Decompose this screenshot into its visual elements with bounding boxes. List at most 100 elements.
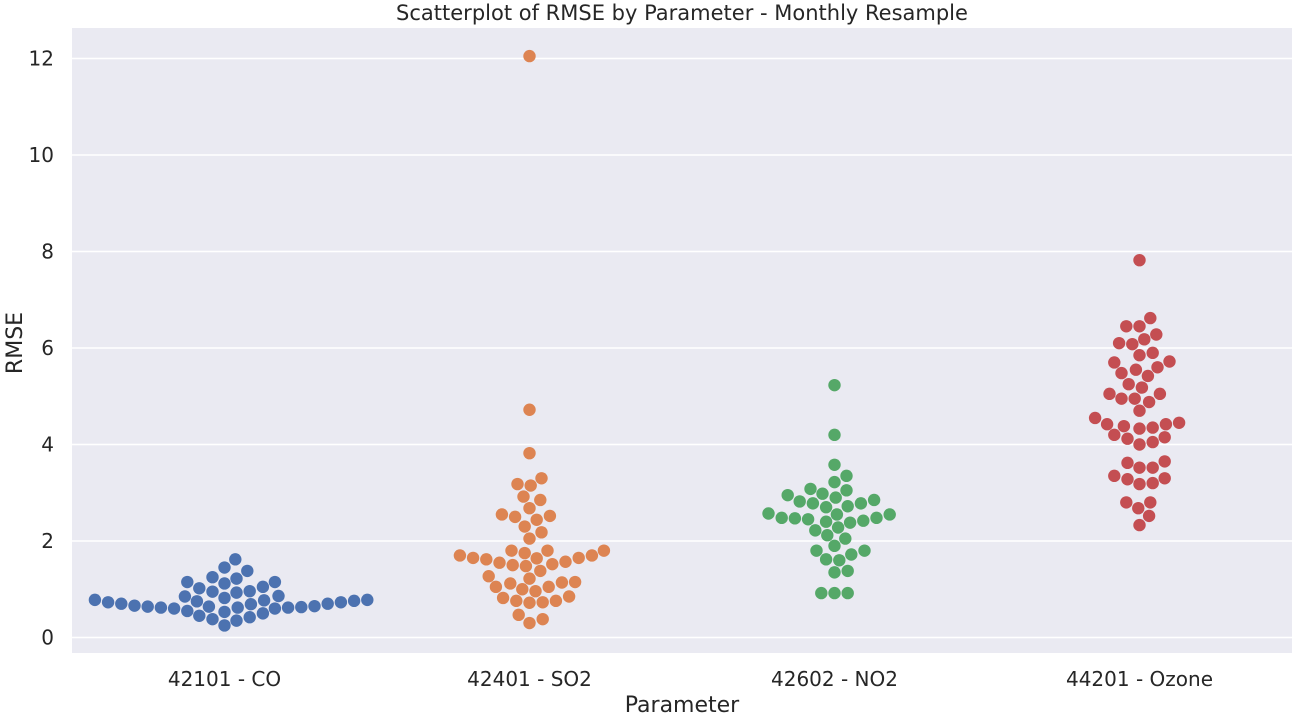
data-point <box>518 546 531 560</box>
data-point <box>1144 496 1157 509</box>
data-point <box>1121 432 1134 445</box>
data-point <box>308 599 321 613</box>
data-point <box>218 619 231 632</box>
data-point <box>141 600 154 613</box>
data-point <box>523 403 536 416</box>
data-point <box>1115 366 1128 380</box>
data-point <box>321 597 334 610</box>
data-point <box>493 556 506 569</box>
data-point <box>523 616 536 630</box>
data-point <box>1159 418 1173 431</box>
data-point <box>1151 361 1164 374</box>
data-point <box>496 591 510 605</box>
data-point <box>1115 392 1128 405</box>
data-point <box>218 605 231 619</box>
data-point <box>88 593 102 607</box>
data-point <box>1158 455 1171 468</box>
data-point <box>506 558 519 572</box>
data-point <box>1120 320 1133 333</box>
data-point <box>218 561 231 574</box>
data-point <box>1133 404 1146 417</box>
data-point <box>568 575 582 589</box>
data-point <box>828 539 841 553</box>
data-point <box>1108 428 1121 442</box>
data-point <box>1142 395 1156 409</box>
x-tick-label: 44201 - Ozone <box>1066 667 1213 691</box>
data-point <box>843 516 857 529</box>
data-point <box>230 614 243 627</box>
data-point <box>178 590 192 603</box>
data-point <box>839 532 852 545</box>
data-point <box>841 500 854 513</box>
data-point <box>206 585 219 598</box>
data-points <box>88 49 1186 632</box>
y-tick-label: 0 <box>41 626 54 650</box>
data-point <box>804 482 817 496</box>
data-point <box>504 577 517 590</box>
data-point <box>241 564 254 578</box>
data-point <box>854 497 868 510</box>
data-point <box>193 609 206 622</box>
data-point <box>1142 509 1156 523</box>
data-point <box>572 551 585 565</box>
data-point <box>585 549 599 562</box>
data-point <box>831 521 845 534</box>
data-point <box>115 597 128 610</box>
data-point <box>775 511 788 525</box>
data-point <box>1128 392 1141 405</box>
data-point <box>1153 387 1167 401</box>
y-axis-label: RMSE <box>3 312 28 374</box>
data-point <box>206 612 219 626</box>
data-point <box>243 584 256 598</box>
data-point <box>218 577 231 590</box>
data-point <box>519 559 533 573</box>
data-point <box>516 583 529 596</box>
data-point <box>1133 477 1146 491</box>
data-point <box>867 493 881 507</box>
data-point <box>534 564 547 578</box>
data-point <box>1133 438 1146 451</box>
data-point <box>841 586 854 600</box>
data-point <box>1129 363 1143 376</box>
data-point <box>828 458 841 471</box>
data-point <box>543 509 557 523</box>
data-point <box>762 507 775 520</box>
data-point <box>1138 333 1151 346</box>
data-point <box>841 564 854 578</box>
data-point <box>181 575 194 589</box>
data-point <box>272 589 285 603</box>
data-point <box>453 549 467 562</box>
data-point <box>801 513 815 526</box>
data-point <box>858 544 871 557</box>
data-point <box>480 553 493 566</box>
grid-lines <box>72 57 1292 639</box>
data-point <box>793 495 806 508</box>
data-point <box>1172 416 1186 429</box>
data-point <box>511 477 524 491</box>
data-point <box>361 593 374 607</box>
x-tick-labels: 42101 - CO 42401 - SO2 42602 - NO2 44201 - … <box>168 667 1213 691</box>
data-point <box>562 590 576 603</box>
data-point <box>529 584 542 598</box>
y-tick-labels: 0 2 4 6 8 10 12 <box>29 47 54 650</box>
data-point <box>128 599 141 612</box>
y-tick-label: 2 <box>41 529 54 553</box>
data-point <box>1121 473 1134 486</box>
data-point <box>819 501 833 514</box>
data-point <box>1158 472 1171 485</box>
data-point <box>1133 461 1146 474</box>
data-point <box>1133 518 1146 532</box>
data-point <box>821 529 834 542</box>
data-point <box>1103 387 1116 401</box>
data-point <box>190 595 204 608</box>
data-point <box>1163 355 1176 368</box>
data-point <box>1146 461 1159 474</box>
data-point <box>218 591 231 605</box>
data-point <box>181 604 194 618</box>
y-tick-label: 4 <box>41 433 54 457</box>
data-point <box>840 484 853 497</box>
data-point <box>1117 419 1131 433</box>
data-point <box>229 553 242 566</box>
data-point <box>193 582 206 595</box>
